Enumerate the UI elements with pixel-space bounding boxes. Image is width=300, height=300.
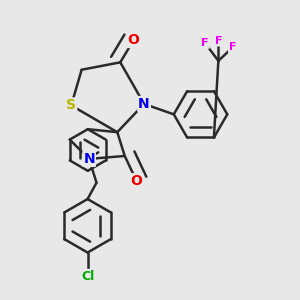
Text: N: N [83,152,95,166]
Text: F: F [214,36,222,46]
Text: O: O [131,174,142,188]
Text: F: F [201,38,209,48]
Text: O: O [128,33,140,47]
Text: N: N [138,97,150,111]
Text: Cl: Cl [81,270,94,283]
Text: S: S [66,98,76,112]
Text: F: F [229,43,236,52]
